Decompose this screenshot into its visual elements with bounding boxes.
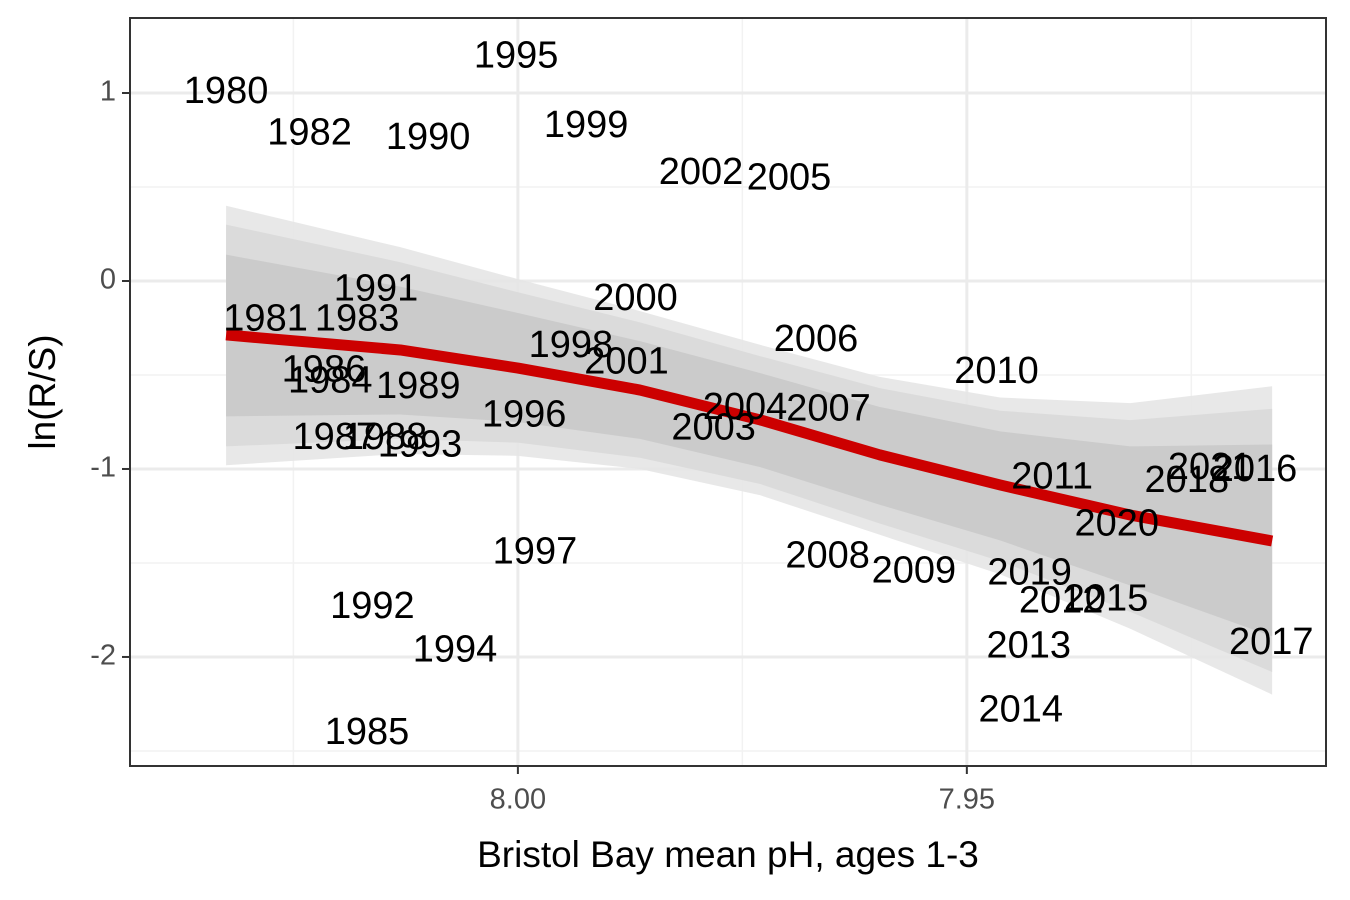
point-label: 2007 <box>786 388 871 430</box>
point-label: 1990 <box>386 116 471 158</box>
point-label: 1986 <box>282 348 367 390</box>
point-label: 2012 <box>1019 579 1104 621</box>
point-label: 2016 <box>1213 448 1298 490</box>
point-label: 2015 <box>1064 578 1149 620</box>
point-label: 2020 <box>1075 502 1160 544</box>
point-label: 1981 <box>223 298 308 340</box>
point-label: 1994 <box>413 628 498 670</box>
point-label: 2005 <box>747 157 832 199</box>
point-label: 2014 <box>978 689 1063 731</box>
point-label: 2006 <box>774 318 859 360</box>
point-label: 1985 <box>325 711 410 753</box>
confidence-band <box>226 254 1273 637</box>
x-axis-title: Bristol Bay mean pH, ages 1-3 <box>477 834 979 875</box>
y-tick-label: 0 <box>100 264 116 296</box>
point-label: 1989 <box>376 365 461 407</box>
point-label: 2003 <box>671 407 756 449</box>
point-label: 1992 <box>330 585 415 627</box>
y-tick-label: 1 <box>100 76 116 108</box>
point-label: 1984 <box>288 360 373 402</box>
point-label: 2008 <box>785 534 870 576</box>
plot-border <box>129 17 1327 767</box>
point-label: 2019 <box>987 551 1072 593</box>
point-label: 2009 <box>872 549 957 591</box>
point-label: 2010 <box>954 350 1039 392</box>
point-label: 1993 <box>378 423 463 465</box>
point-label: 2013 <box>987 625 1072 667</box>
point-label: 2017 <box>1229 621 1314 663</box>
x-tick-label: 8.00 <box>490 784 546 816</box>
point-label: 1988 <box>343 416 428 458</box>
point-label: 1983 <box>315 298 400 340</box>
point-label: 2021 <box>1168 446 1253 488</box>
point-label: 2018 <box>1145 459 1230 501</box>
point-label: 1998 <box>529 324 614 366</box>
point-label: 1999 <box>544 104 629 146</box>
point-label: 1997 <box>493 531 578 573</box>
point-label: 2004 <box>703 386 788 428</box>
trend-line <box>225 329 1274 547</box>
point-label: 2000 <box>593 277 678 319</box>
point-label: 2002 <box>659 151 744 193</box>
point-label: 1982 <box>267 111 352 153</box>
point-label: 1991 <box>334 267 419 309</box>
y-tick-label: -2 <box>90 640 116 672</box>
point-label: 2001 <box>584 341 669 383</box>
point-label: 1995 <box>474 34 559 76</box>
x-tick-label: 7.95 <box>939 784 995 816</box>
point-label: 1980 <box>184 70 269 112</box>
point-label: 1996 <box>482 393 567 435</box>
point-label: 2011 <box>1011 455 1093 497</box>
point-label: 1987 <box>292 416 377 458</box>
y-axis-title: ln(R/S) <box>22 334 63 449</box>
y-tick-label: -1 <box>90 452 116 484</box>
